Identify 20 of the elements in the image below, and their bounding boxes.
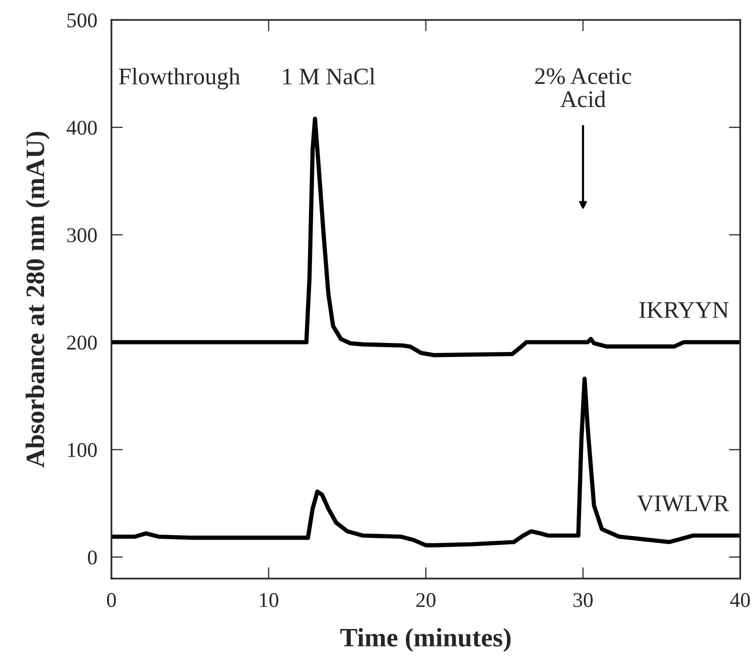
annotation: Flowthrough <box>119 68 240 90</box>
annotation: 2% Acetic Acid <box>535 68 632 108</box>
series-label: IKRYYN <box>639 302 729 318</box>
y-tick-label: 300 <box>67 228 97 242</box>
series-label: VIWLVR <box>637 496 730 512</box>
x-tick-label: 0 <box>107 593 116 608</box>
x-tick-label: 30 <box>574 593 593 608</box>
x-axis-title: Time (minutes) <box>340 628 511 652</box>
x-tick-label: 20 <box>416 593 436 608</box>
y-tick-label: 0 <box>88 550 97 564</box>
y-tick-label: 200 <box>67 336 97 350</box>
x-tick-label: 40 <box>730 593 750 608</box>
y-tick-label: 500 <box>68 13 97 28</box>
x-tick-label: 10 <box>260 593 278 608</box>
y-tick-label: 100 <box>68 443 97 458</box>
annotation: 1 M NaCl <box>283 68 376 85</box>
line-series <box>111 116 740 358</box>
line-series <box>111 376 740 548</box>
y-tick-label: 400 <box>66 120 97 135</box>
y-axis-title: Absorbance at 280 nm (mAU) <box>26 132 50 468</box>
